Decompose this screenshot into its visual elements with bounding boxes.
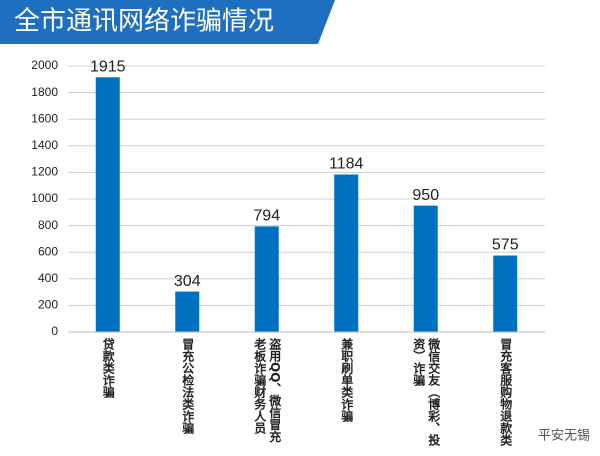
x-tick-label-wrap: 兼职刷单类诈骗 <box>311 338 381 456</box>
y-tick-label: 1200 <box>31 165 58 179</box>
x-tick-label-wrap: 冒充公检法类诈骗 <box>152 338 222 456</box>
y-tick-label: 0 <box>51 324 58 338</box>
bar <box>493 255 518 332</box>
x-tick-label: 兼职刷单类诈骗 <box>339 338 354 422</box>
data-label: 575 <box>492 237 519 254</box>
x-tick-label: 贷款类诈骗 <box>101 338 116 398</box>
x-tick-label-box: 兼职刷单类诈骗 <box>311 338 381 456</box>
x-tick-label-wrap: 微信交友（博彩、投资）诈骗 <box>391 338 461 456</box>
y-tick-label: 800 <box>38 218 58 232</box>
x-tick-label-box: 盗用QQ、微信冒充老板诈骗财务人员 <box>232 338 302 456</box>
y-tick-label: 1600 <box>31 111 58 125</box>
x-tick-label-box: 冒充客服购物退款类 <box>470 338 540 456</box>
chart-title: 全市通讯网络诈骗情况 <box>14 7 274 37</box>
x-tick-label: 冒充公检法类诈骗 <box>180 338 195 434</box>
y-tick-label: 1400 <box>31 138 58 152</box>
x-tick-label-wrap: 贷款类诈骗 <box>73 338 143 456</box>
x-tick-label-box: 冒充公检法类诈骗 <box>152 338 222 456</box>
data-label: 1184 <box>329 156 364 173</box>
bar <box>254 226 279 332</box>
title-banner <box>0 0 335 44</box>
x-tick-label: 盗用QQ、微信冒充老板诈骗财务人员 <box>252 338 282 443</box>
bar <box>334 174 359 332</box>
x-tick-label: 微信交友（博彩、投资）诈骗 <box>411 338 441 446</box>
y-tick-label: 600 <box>38 244 58 258</box>
y-tick-label: 400 <box>38 271 58 285</box>
x-tick-label-wrap: 冒充客服购物退款类 <box>470 338 540 456</box>
y-tick-label: 2000 <box>31 58 58 72</box>
y-tick-label: 200 <box>38 298 58 312</box>
data-label: 794 <box>253 208 280 225</box>
watermark: 平安无锡 <box>538 429 590 444</box>
bar <box>413 205 438 332</box>
data-label: 1915 <box>90 59 126 76</box>
bar <box>175 291 200 332</box>
x-tick-label-wrap: 盗用QQ、微信冒充老板诈骗财务人员 <box>232 338 302 456</box>
data-label: 950 <box>412 187 439 204</box>
x-tick-label: 冒充客服购物退款类 <box>498 338 513 446</box>
x-tick-label-box: 贷款类诈骗 <box>73 338 143 456</box>
bar <box>95 77 120 333</box>
y-tick-label: 1000 <box>31 191 58 205</box>
data-label: 304 <box>174 273 201 290</box>
x-tick-label-box: 微信交友（博彩、投资）诈骗 <box>391 338 461 456</box>
y-tick-label: 1800 <box>31 85 58 99</box>
